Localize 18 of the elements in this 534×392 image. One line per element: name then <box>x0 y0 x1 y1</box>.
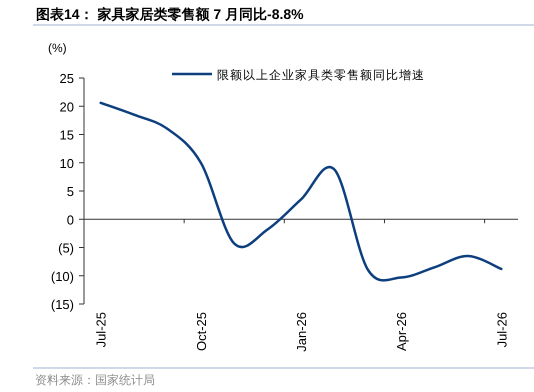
y-axis-title: (%) <box>48 41 67 55</box>
y-tick-label: (15) <box>50 297 74 312</box>
x-tick-label: Jul-26 <box>494 312 510 348</box>
y-tick-label: 0 <box>66 212 74 228</box>
chart-title: 图表14： 家具家居类零售额 7 月同比-8.8% <box>36 6 304 22</box>
y-tick-label: 5 <box>66 184 74 199</box>
y-tick-label: 25 <box>60 71 74 86</box>
x-tick-label: Apr-26 <box>394 312 410 352</box>
y-tick-label: (5) <box>58 240 74 256</box>
y-tick-label: 15 <box>60 128 74 142</box>
x-tick-label: Jan-26 <box>294 312 309 352</box>
x-tick-label: Jul-25 <box>94 312 109 348</box>
y-tick-label: 10 <box>60 156 74 171</box>
legend-label: 限额以上企业家具类零售额同比增速 <box>217 68 425 82</box>
x-tick-label: Oct-25 <box>194 312 209 352</box>
text: 资料来源：国家统计局 <box>35 373 155 387</box>
y-tick-label: (10) <box>50 268 74 284</box>
y-tick-label: 20 <box>60 99 74 114</box>
